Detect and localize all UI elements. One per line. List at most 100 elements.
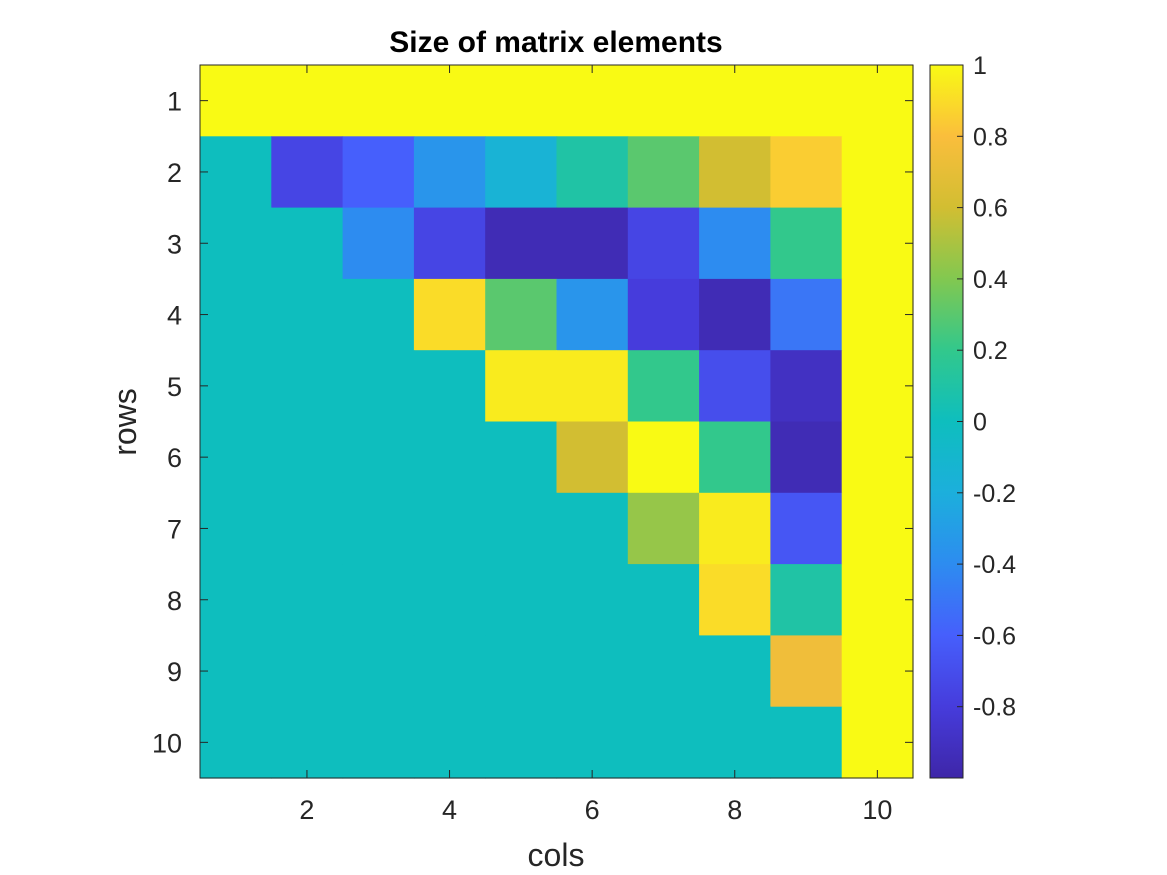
cell-r5-c4 bbox=[413, 350, 486, 423]
cell-r3-c1 bbox=[200, 207, 272, 280]
cell-r7-c6 bbox=[556, 492, 629, 565]
cell-r9-c2 bbox=[271, 635, 344, 708]
cell-r6-c6 bbox=[556, 421, 629, 494]
cell-r6-c2 bbox=[271, 421, 344, 494]
cell-r1-c1 bbox=[200, 65, 272, 137]
cell-r6-c4 bbox=[413, 421, 486, 494]
cell-r3-c4 bbox=[413, 207, 486, 280]
cell-r6-c8 bbox=[699, 421, 771, 494]
cell-r4-c9 bbox=[770, 278, 843, 351]
y-tick-label: 2 bbox=[167, 158, 182, 188]
cell-r4-c5 bbox=[485, 278, 558, 351]
colorbar-tick-label: 0 bbox=[973, 409, 987, 437]
cell-r10-c7 bbox=[627, 706, 700, 779]
heatmap-cells bbox=[200, 65, 914, 779]
cell-r1-c2 bbox=[271, 65, 344, 137]
cell-r8-c9 bbox=[770, 564, 843, 636]
cell-r2-c5 bbox=[485, 136, 558, 209]
colorbar: 1 0.8 0.6 0.4 0.2 0 -0.2 -0.4 -0.6 -0.8 bbox=[929, 52, 1016, 779]
cell-r6-c5 bbox=[485, 421, 558, 494]
y-tick-label: 4 bbox=[167, 301, 182, 331]
cell-r7-c9 bbox=[770, 492, 843, 565]
cell-r5-c5 bbox=[485, 350, 558, 423]
cell-r7-c10 bbox=[841, 492, 914, 565]
x-tick-label: 2 bbox=[299, 795, 314, 825]
cell-r2-c8 bbox=[699, 136, 771, 209]
cell-r7-c3 bbox=[342, 492, 415, 565]
y-tick-label: 3 bbox=[167, 229, 182, 259]
cell-r1-c3 bbox=[342, 65, 415, 137]
cell-r4-c6 bbox=[556, 278, 629, 351]
cell-r9-c5 bbox=[485, 635, 558, 708]
colorbar-tick-label: 0.6 bbox=[973, 195, 1008, 223]
cell-r7-c4 bbox=[413, 492, 486, 565]
cell-r4-c3 bbox=[342, 278, 415, 351]
cell-r3-c9 bbox=[770, 207, 843, 280]
cell-r6-c3 bbox=[342, 421, 415, 494]
cell-r1-c10 bbox=[841, 65, 914, 137]
x-tick-label: 10 bbox=[862, 795, 892, 825]
cell-r9-c3 bbox=[342, 635, 415, 708]
y-tick-label: 5 bbox=[167, 372, 182, 402]
colorbar-tick-label: -0.2 bbox=[973, 480, 1016, 508]
x-tick-label: 8 bbox=[727, 795, 742, 825]
cell-r9-c10 bbox=[841, 635, 914, 708]
cell-r1-c7 bbox=[627, 65, 700, 137]
cell-r7-c8 bbox=[699, 492, 771, 565]
cell-r3-c6 bbox=[556, 207, 629, 280]
cell-r9-c4 bbox=[413, 635, 486, 708]
cell-r1-c4 bbox=[413, 65, 486, 137]
cell-r5-c3 bbox=[342, 350, 415, 423]
cell-r8-c5 bbox=[485, 564, 558, 636]
colorbar-tick-label: 0.4 bbox=[973, 266, 1008, 294]
cell-r3-c2 bbox=[271, 207, 344, 280]
cell-r10-c5 bbox=[485, 706, 558, 779]
x-tick-label: 6 bbox=[585, 795, 600, 825]
cell-r10-c3 bbox=[342, 706, 415, 779]
cell-r2-c3 bbox=[342, 136, 415, 209]
cell-r10-c1 bbox=[200, 706, 272, 779]
cell-r3-c8 bbox=[699, 207, 771, 280]
cell-r4-c4 bbox=[413, 278, 486, 351]
cell-r6-c9 bbox=[770, 421, 843, 494]
y-tick-label: 6 bbox=[167, 443, 182, 473]
y-tick-label: 10 bbox=[152, 728, 182, 758]
cell-r7-c7 bbox=[627, 492, 700, 565]
cell-r2-c1 bbox=[200, 136, 272, 209]
cell-r10-c9 bbox=[770, 706, 843, 779]
cell-r10-c6 bbox=[556, 706, 629, 779]
cell-r7-c1 bbox=[200, 492, 272, 565]
cell-r9-c8 bbox=[699, 635, 771, 708]
y-tick-label: 8 bbox=[167, 586, 182, 616]
cell-r1-c5 bbox=[485, 65, 558, 137]
x-tick-label: 4 bbox=[442, 795, 457, 825]
cell-r8-c4 bbox=[413, 564, 486, 636]
cell-r8-c7 bbox=[627, 564, 700, 636]
cell-r8-c3 bbox=[342, 564, 415, 636]
cell-r3-c10 bbox=[841, 207, 914, 280]
colorbar-tick-label: 0.8 bbox=[973, 123, 1008, 151]
cell-r9-c6 bbox=[556, 635, 629, 708]
cell-r3-c3 bbox=[342, 207, 415, 280]
cell-r5-c8 bbox=[699, 350, 771, 423]
cell-r4-c8 bbox=[699, 278, 771, 351]
cell-r5-c1 bbox=[200, 350, 272, 423]
colorbar-tick-label: -0.4 bbox=[973, 551, 1016, 579]
cell-r1-c6 bbox=[556, 65, 629, 137]
cell-r8-c8 bbox=[699, 564, 771, 636]
cell-r2-c9 bbox=[770, 136, 843, 209]
cell-r8-c6 bbox=[556, 564, 629, 636]
cell-r4-c7 bbox=[627, 278, 700, 351]
y-tick-label: 7 bbox=[167, 514, 182, 544]
cell-r6-c10 bbox=[841, 421, 914, 494]
cell-r9-c9 bbox=[770, 635, 843, 708]
cell-r5-c6 bbox=[556, 350, 629, 423]
cell-r3-c7 bbox=[627, 207, 700, 280]
colorbar-tick-label: 0.2 bbox=[973, 337, 1008, 365]
cell-r7-c5 bbox=[485, 492, 558, 565]
cell-r8-c2 bbox=[271, 564, 344, 636]
cell-r10-c8 bbox=[699, 706, 771, 779]
cell-r6-c7 bbox=[627, 421, 700, 494]
cell-r10-c4 bbox=[413, 706, 486, 779]
